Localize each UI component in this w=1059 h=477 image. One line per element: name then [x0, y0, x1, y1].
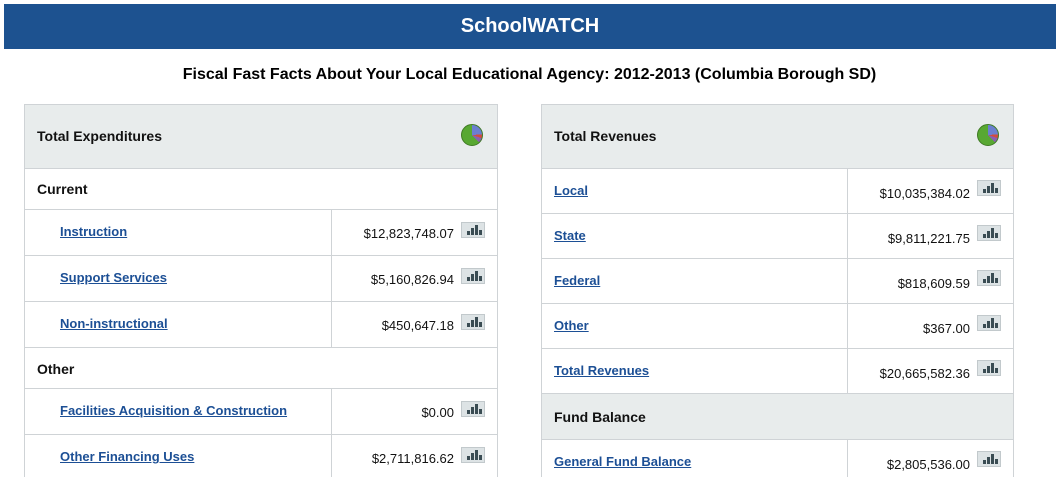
state-amount: $9,811,221.75	[887, 231, 970, 246]
bar-chart-icon[interactable]	[977, 180, 1001, 196]
expenditures-panel: Total Expenditures Current Instruction $…	[24, 104, 498, 477]
other-financing-uses-amount: $2,711,816.62	[371, 451, 454, 466]
facilities-amount: $0.00	[421, 405, 454, 420]
non-instructional-link[interactable]: Non-instructional	[60, 316, 168, 331]
local-amount: $10,035,384.02	[879, 186, 970, 201]
section-label: Fund Balance	[554, 409, 646, 425]
general-fund-balance-link[interactable]: General Fund Balance	[554, 454, 692, 469]
pie-chart-icon[interactable]	[461, 124, 483, 146]
general-fund-balance-amount: $2,805,536.00	[886, 457, 970, 472]
bar-chart-icon[interactable]	[461, 401, 485, 417]
table-row-non-instructional: Non-instructional $450,647.18	[25, 302, 497, 348]
section-fund-balance: Fund Balance	[542, 394, 1013, 440]
bar-chart-icon[interactable]	[461, 447, 485, 463]
total-revenues-link[interactable]: Total Revenues	[554, 363, 650, 378]
revenues-title: Total Revenues	[554, 128, 657, 144]
non-instructional-amount: $450,647.18	[381, 318, 454, 333]
expenditures-title: Total Expenditures	[37, 128, 162, 144]
instruction-link[interactable]: Instruction	[60, 224, 128, 239]
other-amount: $367.00	[923, 321, 970, 336]
section-label: Other	[37, 361, 75, 377]
bar-chart-icon[interactable]	[977, 225, 1001, 241]
bar-chart-icon[interactable]	[977, 360, 1001, 376]
app-title: SchoolWATCH	[460, 15, 600, 37]
state-link[interactable]: State	[554, 228, 586, 243]
table-row-federal: Federal $818,609.59	[542, 259, 1013, 304]
support-services-link[interactable]: Support Services	[60, 270, 167, 285]
bar-chart-icon[interactable]	[461, 314, 485, 330]
pie-chart-icon[interactable]	[977, 124, 999, 146]
page-subtitle: Fiscal Fast Facts About Your Local Educa…	[182, 66, 877, 83]
bar-chart-icon[interactable]	[977, 451, 1001, 467]
facilities-link[interactable]: Facilities Acquisition & Construction	[60, 403, 288, 418]
other-financing-uses-link[interactable]: Other Financing Uses	[60, 449, 195, 464]
table-row-facilities: Facilities Acquisition & Construction $0…	[25, 389, 497, 435]
revenues-header: Total Revenues	[542, 105, 1013, 169]
federal-link[interactable]: Federal	[554, 273, 601, 288]
table-row-support-services: Support Services $5,160,826.94	[25, 256, 497, 302]
section-other: Other	[25, 348, 497, 389]
table-row-general-fund-balance: General Fund Balance $2,805,536.00	[542, 440, 1013, 477]
other-link[interactable]: Other	[554, 318, 589, 333]
table-row-other-financing-uses: Other Financing Uses $2,711,816.62	[25, 435, 497, 477]
bar-chart-icon[interactable]	[461, 222, 485, 238]
table-row-instruction: Instruction $12,823,748.07	[25, 210, 497, 256]
section-current: Current	[25, 169, 497, 210]
federal-amount: $818,609.59	[897, 276, 970, 291]
bar-chart-icon[interactable]	[461, 268, 485, 284]
local-link[interactable]: Local	[554, 183, 588, 198]
table-row-total-revenues: Total Revenues $20,665,582.36	[542, 349, 1013, 394]
section-label: Current	[37, 181, 88, 197]
revenues-panel: Total Revenues Local $10,035,384.02 Stat…	[541, 104, 1014, 477]
bar-chart-icon[interactable]	[977, 270, 1001, 286]
total-revenues-amount: $20,665,582.36	[879, 366, 970, 381]
expenditures-header: Total Expenditures	[25, 105, 497, 169]
instruction-amount: $12,823,748.07	[363, 226, 454, 241]
bar-chart-icon[interactable]	[977, 315, 1001, 331]
support-services-amount: $5,160,826.94	[370, 272, 454, 287]
table-row-other: Other $367.00	[542, 304, 1013, 349]
table-row-local: Local $10,035,384.02	[542, 169, 1013, 214]
app-banner: SchoolWATCH	[4, 4, 1056, 49]
table-row-state: State $9,811,221.75	[542, 214, 1013, 259]
